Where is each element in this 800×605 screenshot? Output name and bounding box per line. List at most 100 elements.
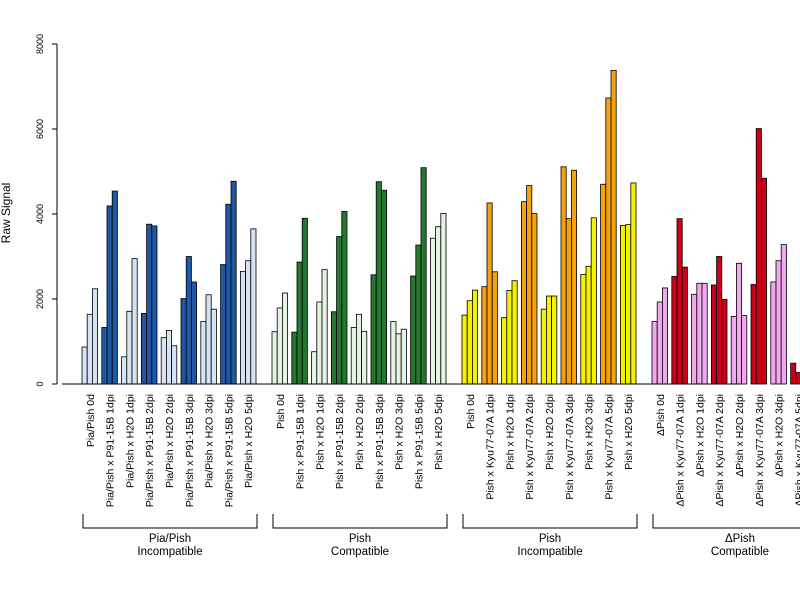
bar bbox=[86, 313, 93, 385]
group-label-line2: Compatible bbox=[711, 546, 769, 558]
bar bbox=[651, 321, 658, 385]
bar bbox=[375, 181, 382, 385]
group-label-line1: Pish bbox=[539, 533, 561, 545]
bar bbox=[171, 345, 178, 385]
bar bbox=[716, 256, 723, 385]
bar bbox=[691, 293, 698, 385]
bar bbox=[230, 180, 237, 385]
x-tick-label: Pish x Kyu77-07A 1dpi bbox=[485, 394, 497, 500]
bar bbox=[190, 281, 197, 385]
bar bbox=[336, 236, 343, 385]
bar bbox=[605, 97, 612, 385]
bar bbox=[721, 299, 728, 385]
bar bbox=[501, 317, 508, 385]
bar bbox=[151, 225, 158, 385]
bar bbox=[526, 185, 533, 385]
bar bbox=[245, 260, 252, 385]
x-tick-label: Pish x P91-15B 1dpi bbox=[295, 394, 307, 489]
y-tick-label: 2000 bbox=[35, 289, 45, 309]
bar bbox=[585, 265, 592, 385]
bar bbox=[341, 211, 348, 385]
bar bbox=[736, 262, 743, 385]
group-label-line1: ΔPish bbox=[725, 533, 755, 545]
x-tick-label: ΔPish x Kyu77-07A 1dpi bbox=[675, 394, 687, 507]
x-tick-label: Pia/Pish x H2O 3dpi bbox=[204, 394, 216, 488]
bar bbox=[701, 282, 708, 385]
x-tick-label: Pish x P91-15B 2dpi bbox=[334, 394, 346, 489]
bar bbox=[281, 292, 288, 385]
x-tick-label: Pish x H2O 2dpi bbox=[354, 394, 366, 470]
bar bbox=[466, 300, 473, 385]
bar bbox=[296, 261, 303, 385]
bar bbox=[301, 217, 308, 385]
bar bbox=[491, 271, 498, 385]
bar bbox=[361, 330, 368, 385]
bar bbox=[165, 330, 172, 385]
bar bbox=[355, 313, 362, 385]
bar bbox=[92, 288, 99, 385]
bar bbox=[180, 298, 187, 385]
bar-series bbox=[81, 69, 800, 385]
bar bbox=[610, 69, 617, 385]
bar bbox=[560, 166, 567, 385]
bar bbox=[730, 316, 737, 385]
bar bbox=[775, 260, 782, 385]
bar bbox=[350, 327, 357, 385]
bar bbox=[200, 321, 207, 385]
bar bbox=[435, 226, 442, 385]
group-bracket bbox=[652, 514, 800, 529]
bar bbox=[506, 290, 513, 385]
bar bbox=[106, 205, 113, 385]
group-label-line2: Incompatible bbox=[517, 546, 582, 558]
bar bbox=[321, 269, 328, 385]
bar bbox=[225, 203, 232, 385]
bar bbox=[471, 289, 478, 385]
x-tick-label: Pish x H2O 2dpi bbox=[544, 394, 556, 470]
bar bbox=[146, 223, 153, 385]
x-tick-label: Pish x H2O 5dpi bbox=[433, 394, 445, 470]
x-tick-label: ΔPish x Kyu77-07A 5dpi bbox=[793, 394, 800, 507]
x-tick-label: Pish 0d bbox=[275, 394, 287, 429]
bar bbox=[140, 313, 147, 385]
x-tick-label: Pish x P91-15B 3dpi bbox=[374, 394, 386, 489]
x-tick-label: ΔPish x Kyu77-07A 3dpi bbox=[754, 394, 766, 507]
bar bbox=[111, 190, 118, 385]
bar bbox=[620, 225, 627, 385]
x-tick-label: ΔPish x Kyu77-07A 2dpi bbox=[714, 394, 726, 507]
bar bbox=[400, 328, 407, 385]
bar bbox=[271, 331, 278, 385]
bar bbox=[185, 256, 192, 385]
y-tick-label: 6000 bbox=[35, 119, 45, 139]
group-bracket bbox=[462, 514, 638, 529]
bar bbox=[311, 351, 318, 385]
bar bbox=[239, 270, 246, 385]
bar bbox=[131, 258, 138, 385]
bar bbox=[580, 273, 587, 385]
bar bbox=[390, 321, 397, 385]
bar bbox=[220, 264, 227, 385]
bar bbox=[461, 314, 468, 385]
bar bbox=[330, 311, 337, 385]
bar bbox=[546, 295, 553, 385]
x-tick-label: Pish x P91-15B 5dpi bbox=[413, 394, 425, 489]
bar bbox=[250, 228, 257, 385]
group-bracket bbox=[82, 514, 258, 529]
bar bbox=[160, 337, 167, 385]
bar bbox=[790, 362, 797, 385]
bar bbox=[420, 167, 427, 385]
bar bbox=[662, 287, 669, 385]
bar bbox=[101, 327, 108, 385]
bar bbox=[681, 266, 688, 385]
bar bbox=[565, 218, 572, 385]
x-tick-label: Pia/Pish x H2O 2dpi bbox=[164, 394, 176, 488]
group-label-line2: Incompatible bbox=[137, 546, 202, 558]
x-tick-label: ΔPish x H2O 3dpi bbox=[774, 394, 786, 477]
bar bbox=[429, 237, 436, 385]
bar bbox=[210, 308, 217, 385]
x-tick-label: Pia/Pish 0d bbox=[85, 394, 97, 447]
bar bbox=[380, 189, 387, 385]
bar bbox=[750, 284, 757, 385]
y-tick-label: 4000 bbox=[35, 204, 45, 224]
x-tick-label: Pish x Kyu77-07A 3dpi bbox=[564, 394, 576, 500]
group-bracket bbox=[272, 514, 448, 529]
